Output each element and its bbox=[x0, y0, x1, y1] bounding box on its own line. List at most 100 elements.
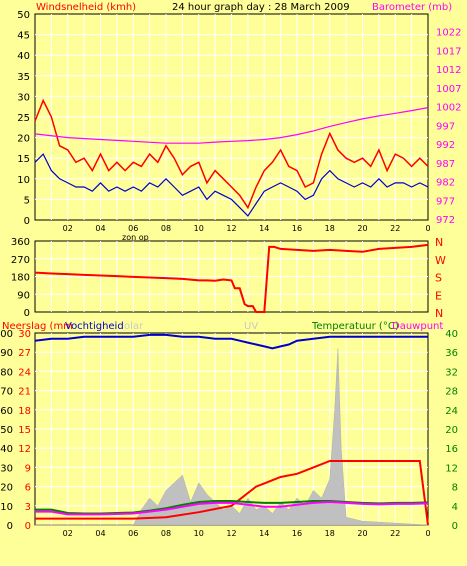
temperature-tick-label: 40 bbox=[445, 329, 458, 340]
barometer-tick-label: 982 bbox=[436, 178, 455, 189]
hour-tick-label: 04 bbox=[95, 224, 105, 233]
wind-tick-label: 5 bbox=[24, 195, 30, 206]
hour-tick-label: 12 bbox=[226, 224, 236, 233]
temperature-tick-label: 36 bbox=[445, 348, 458, 359]
hour-tick-label: 14 bbox=[259, 224, 269, 233]
wind-x-ticks: 02 04 06 08 10 12 14 16 18 20 22 0 bbox=[63, 224, 431, 233]
humidity-tick-label: 0 bbox=[7, 521, 13, 532]
wind-tick-label: 10 bbox=[17, 175, 30, 186]
rain-tick-label: 9 bbox=[25, 463, 31, 474]
humidity-tick-label: 60 bbox=[0, 406, 13, 417]
rain-x-ticks: 02 04 06 08 10 12 14 16 18 20 22 0 bbox=[63, 529, 431, 538]
direction-tick-label: 180 bbox=[11, 273, 30, 284]
series-line-windsnelheid bbox=[34, 153, 429, 217]
barometer-tick-label: 1012 bbox=[436, 65, 461, 76]
wind-tick-label: 35 bbox=[17, 72, 30, 83]
wind-tick-label: 40 bbox=[17, 51, 30, 62]
direction-tick-label: 90 bbox=[17, 290, 30, 301]
wind-tick-label: 50 bbox=[17, 10, 30, 21]
hour-tick-label: 16 bbox=[292, 529, 302, 538]
wind-tick-label: 15 bbox=[17, 154, 30, 165]
hour-tick-label: 08 bbox=[161, 529, 171, 538]
humidity-tick-label: 50 bbox=[0, 425, 13, 436]
barometer-tick-label: 992 bbox=[436, 140, 455, 151]
rain-tick-label: 12 bbox=[18, 444, 31, 455]
barometer-tick-label: 1007 bbox=[436, 84, 461, 95]
rain-axis-title: Neerslag (mm bbox=[2, 321, 73, 332]
hour-tick-label: 10 bbox=[194, 529, 204, 538]
rain-humidity-temperature-panel: 0102030405060708090100 03691215182124273… bbox=[0, 329, 458, 538]
barometer-tick-label: 987 bbox=[436, 159, 455, 170]
barometer-right-ticks: 972 977 982 987 992 997 1002 1007 1012 1017 1022 bbox=[436, 28, 461, 226]
humidity-tick-label: 80 bbox=[0, 367, 13, 378]
rain-inner-ticks: 0 3 6 9 12 15 18 21 24 27 30 bbox=[18, 329, 31, 532]
humidity-tick-label: 20 bbox=[0, 483, 13, 494]
dewpoint-axis-title: Dauwpunt bbox=[392, 321, 443, 332]
series-line-windrichting bbox=[34, 243, 429, 313]
wind-panel-series bbox=[34, 98, 429, 217]
hour-tick-label: 0 bbox=[425, 224, 430, 233]
direction-tick-label: 0 bbox=[24, 308, 30, 319]
temperature-tick-label: 4 bbox=[452, 502, 458, 513]
rain-tick-label: 15 bbox=[18, 425, 31, 436]
hour-tick-label: 20 bbox=[357, 224, 367, 233]
wind-tick-label: 25 bbox=[17, 113, 30, 124]
series-line-windvlagen bbox=[34, 98, 429, 210]
temperature-tick-label: 0 bbox=[452, 521, 458, 532]
temperature-tick-label: 24 bbox=[445, 406, 458, 417]
hour-tick-label: 18 bbox=[325, 529, 335, 538]
wind-barometer-panel: 0 5 10 15 20 25 30 35 40 45 50 972 977 982 987 992 997 1… bbox=[17, 10, 461, 242]
humidity-tick-label: 90 bbox=[0, 348, 13, 359]
hour-tick-label: 0 bbox=[425, 529, 430, 538]
hour-tick-label: 06 bbox=[128, 224, 138, 233]
hour-tick-label: 16 bbox=[292, 224, 302, 233]
humidity-left-ticks: 0 10 20 30 40 50 60 70 80 90 100 bbox=[0, 329, 13, 532]
temperature-axis-title: Temperatuur (°C) bbox=[311, 321, 399, 332]
humidity-tick-label: 70 bbox=[0, 387, 13, 398]
hour-tick-label: 22 bbox=[390, 529, 400, 538]
rain-tick-label: 18 bbox=[18, 406, 31, 417]
temperature-tick-label: 16 bbox=[445, 444, 458, 455]
hour-tick-label: 20 bbox=[357, 529, 367, 538]
solar-axis-title: olar bbox=[124, 321, 144, 332]
barometer-tick-label: 977 bbox=[436, 196, 455, 207]
barometer-tick-label: 972 bbox=[436, 215, 455, 226]
uv-axis-title: UV bbox=[244, 321, 258, 332]
rain-tick-label: 21 bbox=[18, 387, 31, 398]
hour-tick-label: 22 bbox=[390, 224, 400, 233]
rain-tick-label: 24 bbox=[18, 367, 31, 378]
graph-title: 24 hour graph day : 28 March 2009 bbox=[172, 2, 350, 13]
wind-left-ticks: 0 5 10 15 20 25 30 35 40 45 50 bbox=[17, 10, 30, 227]
temperature-right-ticks: 0 4 8 12 16 20 24 28 32 36 40 bbox=[445, 329, 458, 532]
compass-letter: N bbox=[435, 236, 443, 249]
temperature-tick-label: 32 bbox=[445, 367, 458, 378]
barometer-axis-title: Barometer (mb) bbox=[372, 2, 452, 13]
temperature-tick-label: 28 bbox=[445, 387, 458, 398]
rain-tick-label: 0 bbox=[25, 521, 31, 532]
series-line-vochtigheid bbox=[34, 333, 428, 350]
series-line-dauwpunt bbox=[35, 500, 429, 516]
humidity-tick-label: 10 bbox=[0, 502, 13, 513]
compass-letter: W bbox=[435, 254, 446, 267]
humidity-tick-label: 30 bbox=[0, 463, 13, 474]
compass-letter: N bbox=[435, 307, 443, 320]
temperature-tick-label: 12 bbox=[445, 463, 458, 474]
series-area-solar bbox=[35, 348, 429, 526]
hour-tick-label: 02 bbox=[63, 529, 73, 538]
hour-tick-label: 06 bbox=[128, 529, 138, 538]
rain-tick-label: 6 bbox=[25, 483, 31, 494]
wind-tick-label: 20 bbox=[17, 134, 30, 145]
barometer-tick-label: 1022 bbox=[436, 28, 461, 39]
rain-tick-label: 27 bbox=[18, 348, 31, 359]
direction-tick-label: 360 bbox=[11, 237, 30, 248]
hour-tick-label: 08 bbox=[161, 224, 171, 233]
compass-letter: E bbox=[435, 289, 442, 302]
humidity-tick-label: 100 bbox=[0, 329, 13, 340]
hour-tick-label: 14 bbox=[259, 529, 269, 538]
wind-axis-title: Windsnelheid (kmh) bbox=[36, 2, 136, 13]
series-line-neerslag bbox=[35, 460, 429, 526]
direction-panel-series bbox=[34, 243, 429, 313]
